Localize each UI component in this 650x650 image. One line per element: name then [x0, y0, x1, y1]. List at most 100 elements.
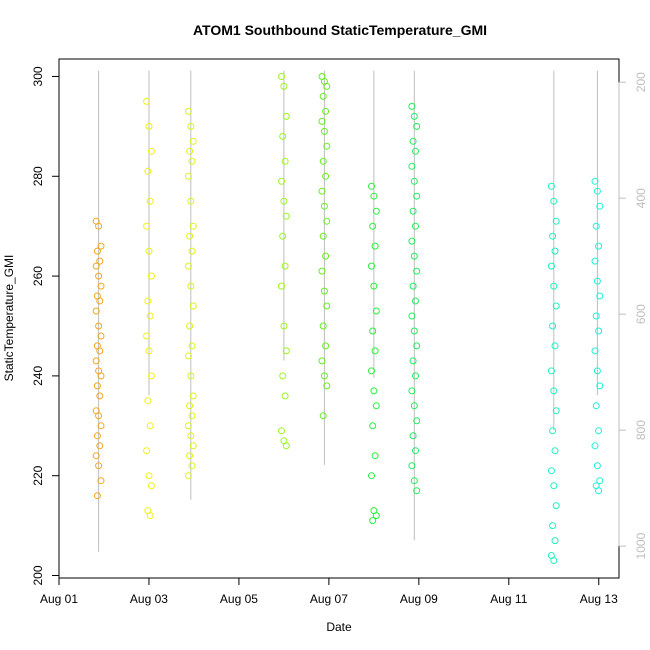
data-point — [282, 112, 290, 120]
data-point — [409, 432, 417, 440]
y-tick-label: 220 — [31, 465, 45, 485]
x-axis: Aug 01 Aug 03 Aug 05 Aug 07 Aug 09 Aug 11 Aug … — [40, 577, 618, 606]
data-point — [368, 262, 375, 270]
data-point — [95, 322, 103, 330]
data-point — [372, 402, 380, 410]
data-point — [282, 212, 290, 220]
data-point — [593, 367, 601, 375]
data-point — [97, 372, 105, 380]
data-point — [280, 82, 288, 90]
y2-tick-label: 600 — [634, 304, 648, 324]
profile-lines — [98, 70, 598, 552]
data-point — [97, 242, 105, 250]
data-point — [92, 452, 100, 460]
data-point — [412, 372, 419, 380]
data-point — [320, 202, 328, 210]
data-point — [551, 342, 559, 350]
data-point — [145, 347, 153, 355]
data-point — [189, 302, 197, 310]
data-point — [319, 412, 327, 420]
data-point — [323, 142, 331, 150]
data-point — [552, 407, 560, 415]
data-point — [96, 257, 104, 265]
data-point — [319, 92, 327, 100]
data-point — [143, 97, 151, 105]
data-point — [408, 312, 416, 320]
data-point — [547, 367, 555, 375]
data-point — [413, 192, 421, 200]
data-point — [96, 347, 104, 355]
data-point — [186, 322, 194, 330]
data-point — [97, 422, 105, 430]
x-tick-label: Aug 11 — [490, 592, 527, 606]
data-point — [143, 332, 151, 340]
data-point — [92, 262, 100, 270]
secondary-y-axis: 200 400 600 800 1000 — [618, 72, 648, 559]
data-point — [592, 402, 600, 410]
chart-title: ATOM1 Southbound StaticTemperature_GMI — [193, 22, 487, 38]
x-axis-label: Date — [326, 620, 352, 634]
data-point — [95, 222, 103, 230]
data-point — [318, 267, 326, 275]
data-point — [595, 487, 603, 495]
data-point — [551, 537, 559, 545]
data-point — [143, 447, 151, 455]
data-point — [552, 302, 560, 310]
x-tick-label: Aug 01 — [40, 592, 78, 606]
data-point — [550, 482, 558, 490]
data-point — [96, 392, 104, 400]
data-point — [410, 177, 418, 185]
data-point — [144, 397, 152, 405]
data-point — [413, 122, 421, 130]
data-point — [281, 262, 289, 270]
data-point — [320, 287, 328, 295]
data-point — [410, 327, 418, 335]
data-point — [319, 157, 327, 165]
data-point — [188, 157, 196, 165]
data-point — [410, 112, 418, 120]
y-tick-label: 200 — [31, 565, 45, 585]
y2-tick-label: 1000 — [634, 532, 648, 559]
data-point — [550, 557, 558, 564]
data-point — [550, 197, 558, 205]
data-point — [595, 427, 603, 435]
data-point — [323, 382, 331, 390]
data-point — [145, 122, 153, 130]
data-point — [370, 192, 378, 200]
data-point — [97, 332, 105, 340]
data-point — [412, 222, 419, 230]
data-point — [550, 387, 558, 395]
data-point — [186, 232, 194, 240]
data-point — [409, 207, 417, 215]
data-point — [93, 382, 101, 390]
data-point — [146, 197, 154, 205]
data-point — [323, 217, 331, 225]
data-point — [147, 272, 155, 280]
data-point — [95, 272, 103, 280]
data-point — [412, 147, 419, 155]
data-point — [280, 322, 288, 330]
data-point — [189, 442, 197, 450]
data-point — [144, 297, 152, 305]
data-point — [372, 307, 380, 315]
y2-tick-label: 400 — [634, 188, 648, 208]
data-point — [187, 122, 195, 130]
data-point — [96, 442, 104, 450]
y-tick-label: 280 — [31, 166, 45, 186]
data-point — [92, 357, 100, 365]
data-point — [280, 197, 288, 205]
data-point — [282, 347, 290, 355]
data-point — [596, 202, 604, 210]
y2-tick-label: 200 — [634, 72, 648, 92]
data-point — [412, 447, 419, 455]
x-tick-label: Aug 03 — [130, 592, 168, 606]
data-point — [147, 372, 155, 380]
data-point — [371, 452, 379, 460]
data-point — [279, 232, 287, 240]
data-point — [144, 167, 152, 175]
data-points — [92, 73, 604, 564]
data-point — [592, 312, 600, 320]
data-point — [184, 472, 192, 480]
data-point — [595, 327, 603, 335]
